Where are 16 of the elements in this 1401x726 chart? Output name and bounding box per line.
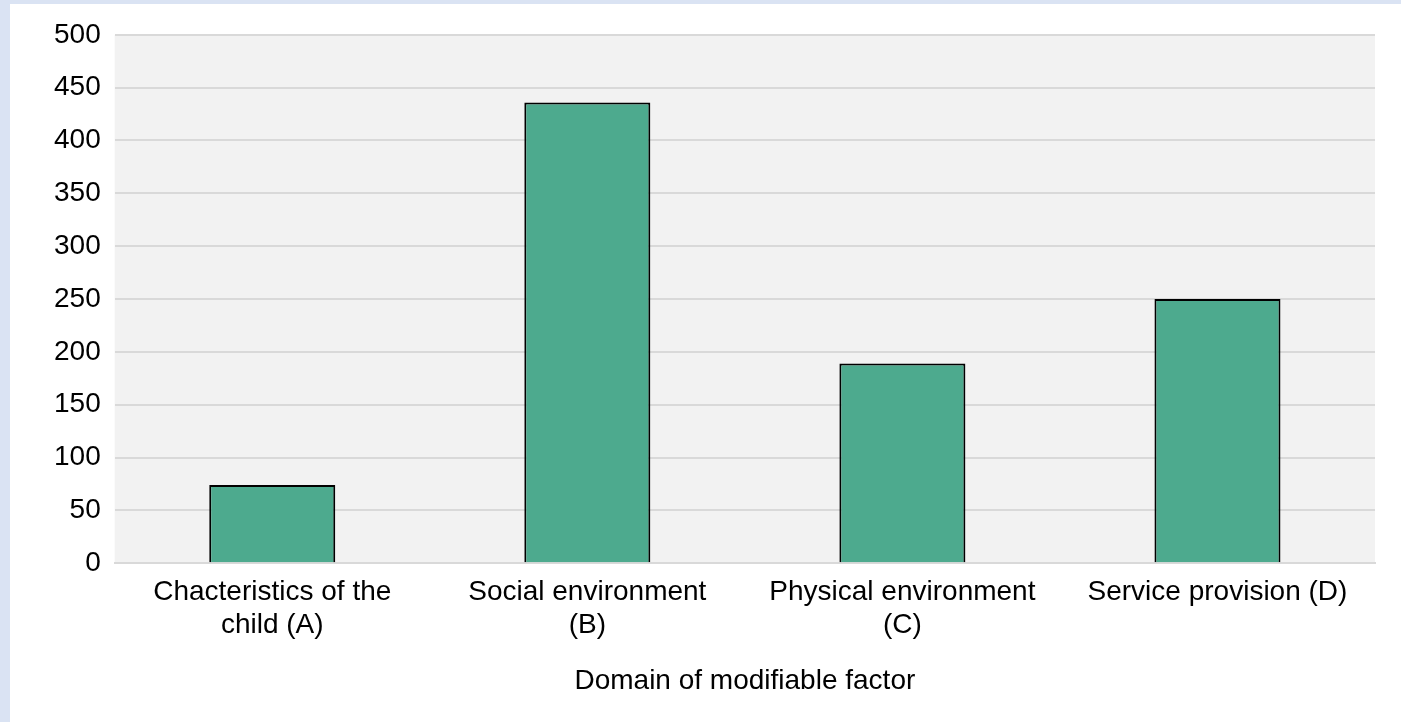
y-tick-label: 200 (54, 334, 101, 366)
y-tick-label: 100 (54, 440, 101, 472)
y-tick-label: 500 (54, 17, 101, 49)
x-axis-title: Domain of modifiable factor (574, 663, 916, 695)
x-tick-label: Social environment (B) (468, 574, 707, 640)
x-tick-label: Chacteristics of the child (A) (153, 574, 392, 640)
y-tick-label: 50 (69, 493, 101, 525)
x-tick-label: Physical environment (C) (769, 574, 1036, 640)
y-tick-label: 150 (54, 387, 101, 419)
y-tick-label: 400 (54, 123, 101, 155)
y-tick-label: 0 (85, 545, 101, 577)
y-tick-label: 300 (54, 228, 101, 260)
x-tick-label: Service provision (D) (1087, 574, 1348, 606)
y-tick-label: 250 (54, 281, 101, 313)
y-tick-label: 350 (54, 176, 101, 208)
y-tick-label: 450 (54, 70, 101, 102)
